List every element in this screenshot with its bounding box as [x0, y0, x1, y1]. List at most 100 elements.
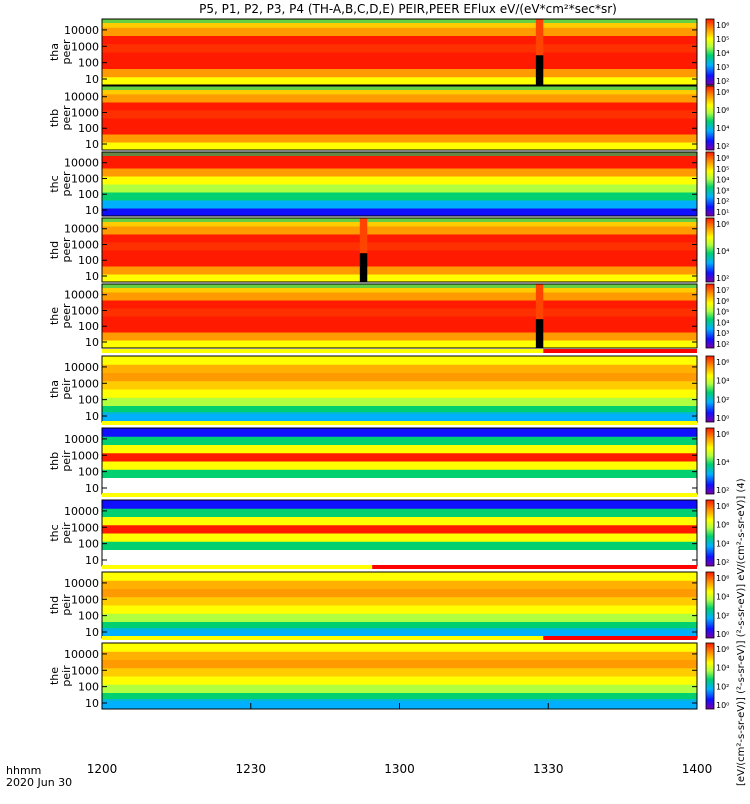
y-tick-label: 10000: [64, 505, 99, 518]
x-tick-label: 1300: [384, 762, 415, 776]
y-tick-label: 1000: [71, 106, 99, 119]
y-tick-label: 1000: [71, 238, 99, 251]
spectrogram-band: [102, 152, 697, 161]
panel-label-species: peir: [60, 594, 73, 616]
colorbar: [705, 355, 715, 423]
spectrogram-top-noise: [102, 19, 697, 23]
colorbar-tick-label: 10⁴: [716, 664, 729, 673]
spectrogram-band: [102, 192, 697, 201]
spectrogram-band: [102, 356, 697, 365]
status-bar-yellow: [102, 349, 544, 353]
colorbar-tick-label: 10⁰: [716, 414, 729, 423]
spectrogram-band: [102, 580, 697, 589]
spectrogram-band: [102, 651, 697, 660]
colorbar: [705, 217, 715, 283]
spectrogram-band: [102, 266, 697, 275]
colorbar-tick-label: 10⁶: [716, 106, 729, 115]
y-tick-label: 10000: [64, 289, 99, 302]
spectrogram-band: [102, 160, 697, 169]
colorbar: [705, 571, 715, 639]
y-tick-label: 100: [78, 254, 99, 267]
y-tick-label: 10000: [64, 361, 99, 374]
colorbar: [705, 85, 715, 151]
panel-label-probe: thb: [48, 109, 61, 127]
spectrogram-band: [102, 667, 697, 677]
spectrogram-band: [102, 684, 697, 693]
x-tick-label: 1400: [682, 762, 713, 776]
y-tick-label: 100: [78, 57, 99, 70]
colorbar-tick-label: 10⁸: [716, 88, 729, 97]
colorbar: [705, 642, 715, 710]
spectrogram-band: [102, 126, 697, 135]
colorbar-tick-label: 10⁶: [716, 574, 729, 583]
colorbar-tick-label: 10⁴: [716, 377, 729, 386]
spectrogram-band: [102, 274, 697, 283]
spectrogram-band: [102, 35, 697, 45]
spectrogram-band: [102, 692, 697, 702]
spectrogram-band: [102, 258, 697, 267]
spectrogram-band: [102, 485, 697, 495]
panel-frame: [101, 18, 698, 86]
spectrogram-band: [102, 516, 697, 526]
panel-label-probe: thb: [48, 452, 61, 470]
spectrogram-band: [102, 234, 697, 243]
colorbar: [705, 151, 715, 217]
spectrogram-band: [102, 676, 697, 685]
panel-frame: [101, 283, 698, 349]
colorbar-tick-label: 10⁸: [716, 154, 729, 163]
spectrogram-band: [102, 572, 697, 581]
spectrogram-band: [102, 605, 697, 614]
y-tick-label: 10000: [64, 223, 99, 236]
panel-frame: [101, 217, 698, 283]
spectrogram-band: [102, 397, 697, 406]
colorbar-tick-label: 10²: [716, 340, 729, 349]
y-tick-label: 10000: [64, 91, 99, 104]
spectrogram-band: [102, 380, 697, 390]
colorbar-tick-label: 10⁸: [716, 502, 729, 511]
panel-label-probe: thc: [48, 524, 61, 541]
panel-label-probe: the: [48, 667, 61, 685]
x-axis-label-hhmm: hhmm: [6, 764, 41, 777]
y-tick-label: 10000: [64, 157, 99, 170]
colorbar-tick-label: 10²: [716, 395, 729, 404]
y-tick-label: 10: [85, 138, 99, 151]
right-colorbar-unit-label: [eV/(cm²-s-sr-eV)] (²-s-sr-eV)] (²-s-sr-…: [736, 478, 747, 786]
colorbar-tick-label: 10⁶: [716, 430, 729, 439]
panel-label-species: peer: [60, 237, 73, 263]
panel-label-species: peer: [60, 303, 73, 329]
panel-label-species: peir: [60, 665, 73, 687]
colorbar-tick-label: 10¹: [716, 208, 729, 217]
y-tick-label: 10: [85, 482, 99, 495]
colorbar-tick-label: 10⁵: [716, 165, 729, 174]
colorbar-tick-label: 10⁴: [716, 176, 729, 185]
colorbar-tick-label: 10⁴: [716, 593, 729, 602]
spectrogram-band: [102, 596, 697, 606]
spectrogram-band: [102, 436, 697, 445]
spectrogram-band: [102, 469, 697, 478]
y-tick-label: 10: [85, 626, 99, 639]
spectrogram-band: [102, 102, 697, 111]
colorbar-tick-label: 10⁶: [716, 358, 729, 367]
y-tick-label: 100: [78, 320, 99, 333]
colorbar: [705, 499, 715, 567]
colorbar-tick-label: 10⁷: [716, 286, 729, 295]
y-tick-label: 10: [85, 336, 99, 349]
data-gap-lower: [535, 319, 544, 348]
spectrogram-band: [102, 43, 697, 53]
panel-label-probe: tha: [48, 380, 61, 398]
x-tick-label: 1230: [235, 762, 266, 776]
spectrogram-band: [102, 168, 697, 177]
y-tick-label: 100: [78, 466, 99, 479]
spectrogram-band: [102, 242, 697, 251]
spectrogram-bottom-noise: [102, 412, 697, 420]
spectrogram-band: [102, 389, 697, 398]
data-gap-lower: [535, 55, 544, 85]
x-axis: 1200 1230 1300 1330 1400: [87, 703, 713, 776]
y-tick-label: 10: [85, 410, 99, 423]
